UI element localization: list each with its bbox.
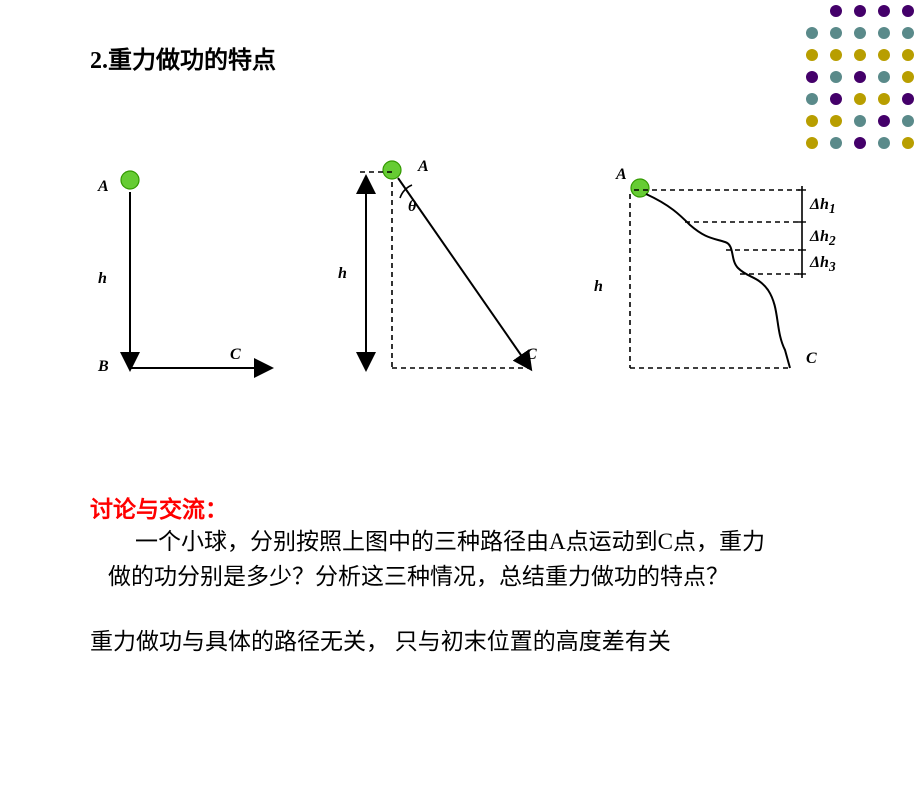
diagram-3-svg bbox=[580, 150, 840, 390]
label-A-2: A bbox=[418, 158, 429, 176]
diagram-2: A h C θ bbox=[330, 150, 550, 390]
label-dh3: Δh3 bbox=[810, 254, 836, 275]
diagrams-row: A h B C bbox=[80, 150, 880, 410]
label-h-2: h bbox=[338, 265, 347, 283]
diagram-1-svg bbox=[80, 150, 300, 390]
diagram-1: A h B C bbox=[80, 150, 300, 390]
label-theta: θ bbox=[408, 198, 416, 216]
label-dh1: Δh1 bbox=[810, 196, 836, 217]
discussion-line1: 一个小球，分别按照上图中的三种路径由A点运动到C点，重力 bbox=[135, 525, 875, 560]
discussion-heading: 讨论与交流： bbox=[90, 490, 228, 524]
label-B-1: B bbox=[98, 358, 109, 376]
diagram-2-svg bbox=[330, 150, 550, 390]
label-h-3: h bbox=[594, 278, 603, 296]
diagram-3: A h C Δh1 Δh2 Δh3 bbox=[580, 150, 840, 390]
label-dh2: Δh2 bbox=[810, 228, 836, 249]
label-h-1: h bbox=[98, 270, 107, 288]
conclusion-text: 重力做功与具体的路径无关， 只与初末位置的高度差有关 bbox=[90, 625, 890, 660]
label-A-1: A bbox=[98, 178, 109, 196]
label-A-3: A bbox=[616, 166, 627, 184]
section-title: 2.重力做功的特点 bbox=[90, 40, 276, 75]
discussion-line2: 做的功分别是多少？分析这三种情况，总结重力做功的特点？ bbox=[108, 560, 868, 595]
label-C-2: C bbox=[526, 346, 537, 364]
label-C-1: C bbox=[230, 346, 241, 364]
corner-dots bbox=[800, 0, 920, 170]
label-C-3: C bbox=[806, 350, 817, 368]
